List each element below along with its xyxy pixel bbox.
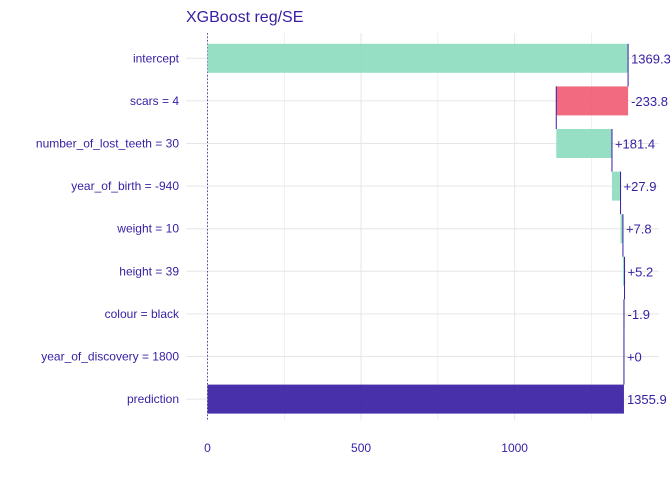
y-tick-label: intercept — [133, 51, 180, 65]
y-tick-label: number_of_lost_teeth = 30 — [36, 137, 179, 151]
y-tick-label: year_of_discovery = 1800 — [41, 350, 179, 364]
y-tick-label: year_of_birth = -940 — [71, 179, 179, 193]
bar-5 — [622, 256, 625, 286]
bar-8 — [207, 384, 624, 414]
x-tick-label: 1000 — [501, 441, 528, 455]
bar-1 — [556, 86, 629, 116]
y-tick-label: weight = 10 — [116, 222, 179, 236]
y-tick-label: colour = black — [105, 307, 180, 321]
value-label: -1.9 — [628, 307, 650, 322]
value-label: -233.8 — [631, 94, 668, 109]
value-label: +181.4 — [615, 137, 655, 152]
value-label: 1369.3 — [631, 51, 671, 66]
labels: 1369.3 -233.8 +181.4 +27.9 +7.8 +5.2 -1.9 +0 135… — [36, 51, 671, 455]
bar-0 — [207, 43, 629, 73]
bar-3 — [611, 171, 621, 201]
y-tick-label: scars = 4 — [130, 94, 179, 108]
x-tick-label: 500 — [351, 441, 371, 455]
value-label: +27.9 — [624, 179, 657, 194]
value-label: 1355.9 — [627, 392, 667, 407]
chart-title: XGBoost reg/SE — [186, 9, 303, 26]
bar-2 — [556, 129, 612, 158]
bars — [207, 43, 629, 414]
value-label: +7.8 — [626, 222, 652, 237]
x-tick-label: 0 — [204, 441, 211, 455]
value-label: +0 — [627, 350, 642, 365]
y-tick-label: height = 39 — [119, 264, 179, 278]
value-label: +5.2 — [628, 264, 654, 279]
grid-lines — [186, 33, 659, 421]
bar-4 — [620, 214, 623, 244]
y-tick-label: prediction — [127, 392, 179, 406]
